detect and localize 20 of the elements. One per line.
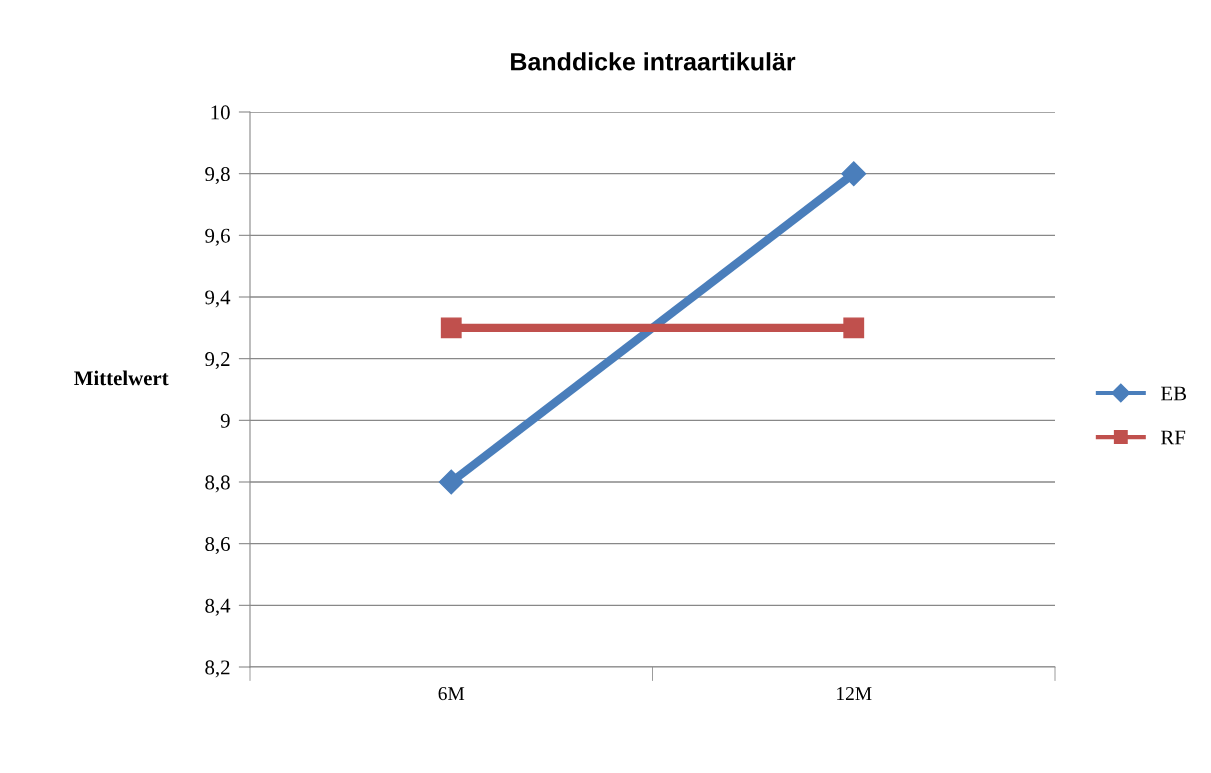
y-tick-label: 10 (211, 105, 230, 120)
y-tick-label: 9,6 (205, 228, 230, 246)
y-tick-label: 8,2 (205, 660, 230, 678)
legend-label: EB (1161, 386, 1186, 401)
y-tick-label: 9 (220, 413, 230, 428)
chart-title: Banddicke intraartikulär (511, 52, 796, 71)
point (843, 317, 865, 339)
x-tick-label: 6M (438, 687, 465, 701)
point (438, 469, 464, 495)
y-tick-label: 8,6 (205, 537, 230, 555)
x-tick-label: 12M (837, 687, 872, 700)
y-tick-label: 8,4 (205, 598, 231, 616)
y-tick-label: 9,4 (205, 290, 231, 308)
point (841, 161, 867, 187)
y-tick-label: 9,8 (205, 167, 230, 185)
y-tick-label: 8,8 (205, 475, 230, 493)
legend-label: RF (1161, 430, 1186, 445)
y-axis-title: Mittelwert (74, 370, 169, 386)
y-tick-label: 9,2 (205, 352, 230, 370)
point (440, 317, 462, 339)
